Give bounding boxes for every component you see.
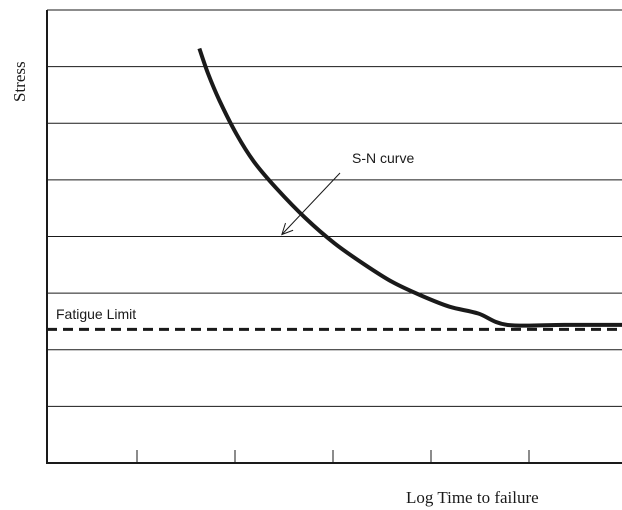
- sn-curve-pointer-arrowhead: [281, 222, 294, 236]
- sn-curve-annotation: S-N curve: [352, 150, 414, 166]
- x-ticks: [136, 450, 530, 463]
- x-axis-label: Log Time to failure: [406, 488, 539, 507]
- sn-curve-line: [197, 47, 622, 328]
- series-layer: [47, 47, 622, 331]
- y-gridlines: [47, 9, 622, 407]
- sn-curve-pointer-arrow: [281, 172, 341, 235]
- fatigue-limit-annotation: Fatigue Limit: [56, 306, 136, 322]
- y-axis-label: Stress: [10, 61, 29, 102]
